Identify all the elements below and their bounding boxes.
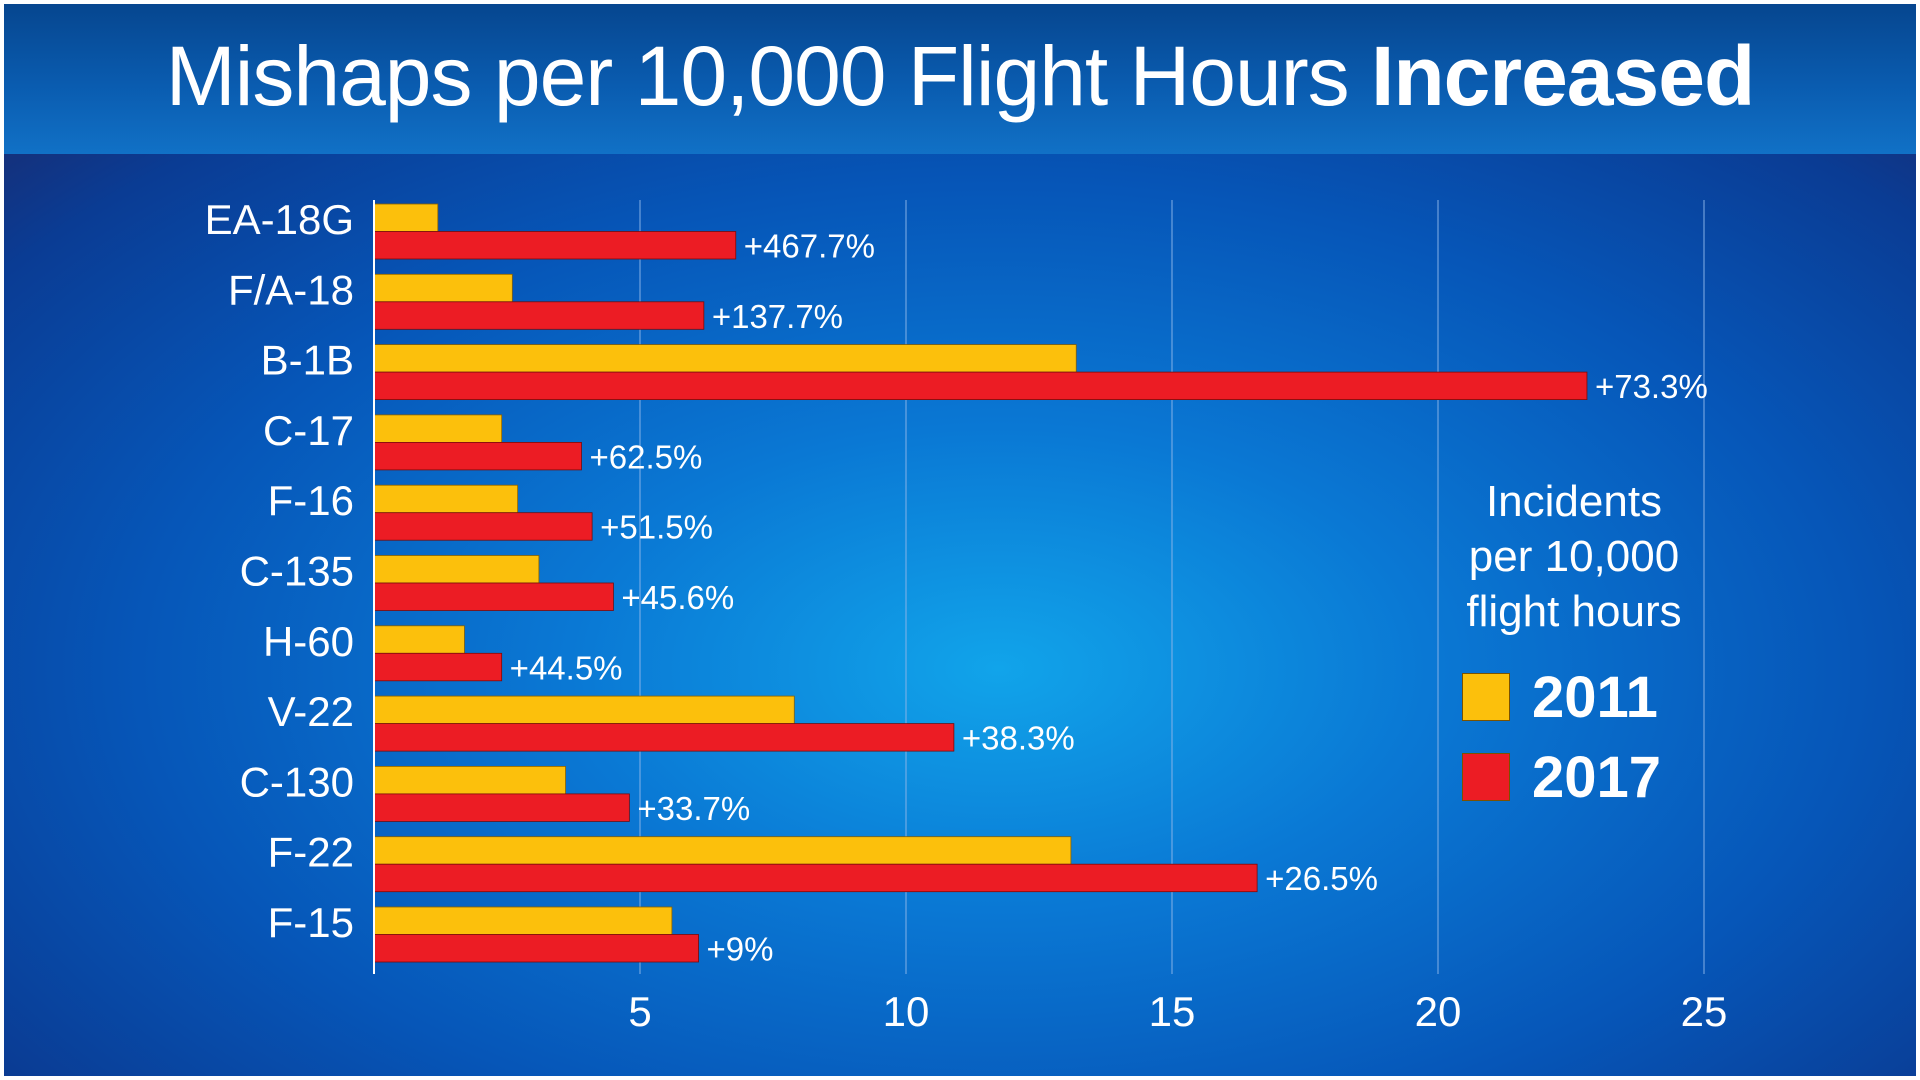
change-label: +44.5%: [510, 649, 623, 686]
category-label: EA-18G: [205, 196, 354, 243]
change-label: +26.5%: [1265, 860, 1378, 897]
x-tick-label: 10: [883, 988, 930, 1035]
chart-frame: Mishaps per 10,000 Flight Hours Increase…: [4, 4, 1916, 1076]
bar-2011: [373, 484, 519, 514]
category-label: F-22: [268, 829, 354, 876]
bar-2017: [373, 863, 1258, 893]
bar-2017: [373, 793, 630, 822]
bar-2011: [373, 344, 1077, 373]
x-axis-ticks: 5 10 15 20 25: [628, 988, 1727, 1035]
bar-2011: [373, 836, 1072, 865]
category-label: H-60: [263, 618, 354, 665]
bar-2011: [373, 906, 673, 935]
x-tick-label: 5: [628, 988, 651, 1035]
chart-title-regular: Mishaps per 10,000 Flight Hours: [165, 29, 1350, 123]
change-label: +62.5%: [589, 438, 702, 475]
bar-2017: [373, 723, 955, 752]
category-label: B-1B: [261, 337, 354, 384]
bar-2011: [373, 203, 439, 232]
change-label: +73.3%: [1595, 368, 1708, 405]
bar-2011: [373, 695, 795, 724]
legend-swatch-2011: [1462, 673, 1510, 721]
bar-2011: [373, 414, 503, 443]
chart-title-bold: Increased: [1371, 29, 1755, 123]
bar-2011: [373, 273, 513, 303]
bar-2017: [373, 301, 705, 330]
change-label: +45.6%: [621, 579, 734, 616]
category-label: C-135: [240, 548, 354, 595]
change-label: +33.7%: [637, 790, 750, 827]
bar-2017: [373, 231, 737, 260]
legend-title: Incidents per 10,000 flight hours: [1404, 474, 1744, 639]
bar-chart: EA-18G F/A-18 B-1B C-17 F-16 C-135 H-60 V-22 C-1…: [205, 196, 1728, 1035]
change-label: +137.7%: [712, 298, 843, 335]
x-tick-label: 25: [1681, 988, 1728, 1035]
bar-2017: [373, 512, 593, 541]
bar-2017: [373, 934, 699, 963]
category-label: F-16: [268, 477, 354, 524]
bar-2011: [373, 766, 566, 795]
bar-2017: [373, 441, 582, 471]
x-tick-label: 20: [1415, 988, 1462, 1035]
category-label: C-130: [240, 758, 354, 805]
bar-2011: [373, 625, 465, 654]
legend-entry-2011: 2011: [1462, 665, 1658, 730]
change-labels: +467.7% +137.7% +73.3% +62.5% +51.5% +45.6% +4…: [510, 228, 1708, 968]
category-label: V-22: [268, 688, 354, 735]
change-label: +9%: [707, 931, 774, 968]
category-labels: EA-18G F/A-18 B-1B C-17 F-16 C-135 H-60 V-22 C-1…: [205, 196, 354, 946]
bar-2017: [373, 371, 1588, 401]
bar-2011: [373, 555, 540, 584]
bar-2017: [373, 582, 614, 611]
category-label: F/A-18: [228, 266, 354, 313]
change-label: +467.7%: [744, 228, 875, 265]
legend-label-2017: 2017: [1532, 744, 1662, 810]
chart-title: Mishaps per 10,000 Flight Hours Increase…: [4, 26, 1916, 126]
category-label: C-17: [263, 407, 354, 454]
legend-entry-2017: 2017: [1462, 745, 1661, 810]
change-label: +38.3%: [962, 720, 1075, 757]
legend-swatch-2017: [1462, 753, 1510, 801]
category-label: F-15: [268, 899, 354, 946]
legend-title-line: per 10,000: [1468, 532, 1680, 581]
change-label: +51.5%: [600, 509, 713, 546]
bar-2017: [373, 652, 503, 682]
legend-title-line: Incidents: [1485, 477, 1663, 526]
title-banner: Mishaps per 10,000 Flight Hours Increase…: [4, 4, 1916, 154]
legend-title-line: flight hours: [1466, 587, 1682, 636]
legend-label-2011: 2011: [1532, 664, 1658, 730]
x-tick-label: 15: [1149, 988, 1196, 1035]
